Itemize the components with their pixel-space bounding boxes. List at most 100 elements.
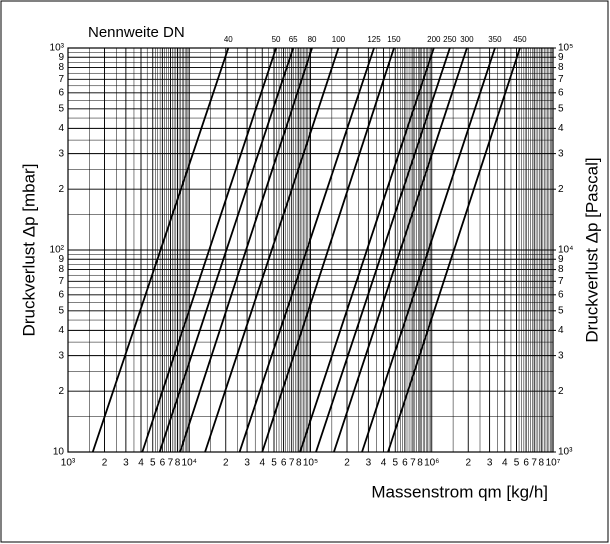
dn-label: 50 [272,35,281,44]
y-tick-label: 7 [58,276,64,287]
x-tick-label: 6 [160,458,166,469]
y-tick-label: 6 [58,87,64,98]
dn-label: 450 [513,35,527,44]
x-tick-label: 7 [289,458,295,469]
y-tick-label: 10² [50,245,65,256]
dn-line [315,47,451,453]
y-tick-label: 9 [58,52,64,63]
y-tick-label: 2 [58,386,64,397]
x-tick-label: 4 [381,458,387,469]
dn-line [387,47,521,453]
x-tick-label: 2 [102,458,108,469]
x-tick-label: 4 [502,458,508,469]
y2-tick-label: 7 [558,74,564,85]
x-tick-label: 10⁵ [303,458,318,469]
x-tick-label: 6 [402,458,408,469]
x-tick-label: 3 [487,458,493,469]
y2-tick-label: 3 [558,148,564,159]
x-tick-label: 2 [344,458,350,469]
dn-line [179,47,313,453]
dn-label: 150 [387,35,401,44]
plot-area [67,47,554,453]
y2-tick-label: 2 [558,184,564,195]
dn-line [91,47,230,453]
y-tick-label: 8 [58,62,64,73]
y2-tick-label: 5 [558,305,564,316]
y2-tick-label: 9 [558,254,564,265]
dn-label: 40 [224,35,233,44]
y2-tick-label: 10⁴ [558,245,573,256]
dn-label: 65 [289,35,298,44]
dn-line [299,47,435,453]
chart-title: Nennweite DN [88,24,185,41]
x-tick-label: 7 [410,458,416,469]
dn-line [361,47,496,453]
y-tick-label: 3 [58,148,64,159]
dn-label: 300 [460,35,474,44]
dn-label: 350 [488,35,502,44]
y2-tick-label: 9 [558,52,564,63]
dn-label: 125 [367,35,381,44]
y2-tick-label: 8 [558,264,564,275]
y2-tick-label: 4 [558,123,564,134]
x-tick-label: 8 [538,458,544,469]
x-tick-label: 6 [281,458,287,469]
y2-axis-label: Druckverlust Δp [Pascal] [582,157,601,342]
dn-line [158,47,295,453]
y2-tick-label: 10³ [558,447,573,458]
y-tick-label: 5 [58,305,64,316]
y2-tick-label: 8 [558,62,564,73]
y-tick-label: 10³ [50,43,65,54]
x-tick-label: 5 [271,458,277,469]
y-tick-label: 10 [53,447,65,458]
dn-line [238,47,375,453]
x-tick-label: 10⁴ [182,458,197,469]
y-tick-label: 7 [58,74,64,85]
x-tick-label: 8 [296,458,302,469]
y-tick-label: 6 [58,289,64,300]
y-tick-label: 4 [58,123,64,134]
x-tick-label: 2 [465,458,471,469]
y-tick-label: 8 [58,264,64,275]
y-axis-label: Druckverlust Δp [mbar] [19,164,38,337]
x-tick-label: 5 [150,458,156,469]
y-tick-label: 4 [58,325,64,336]
x-axis-label: Massenstrom qm [kg/h] [371,482,548,501]
y2-tick-label: 10⁵ [558,43,573,54]
dn-line [204,47,340,453]
y2-tick-label: 6 [558,87,564,98]
x-tick-label: 10⁷ [546,458,561,469]
dn-label: 250 [443,35,457,44]
x-tick-label: 5 [514,458,520,469]
x-tick-label: 10³ [61,458,76,469]
x-tick-label: 3 [123,458,129,469]
x-tick-label: 5 [392,458,398,469]
x-tick-label: 4 [138,458,144,469]
x-tick-label: 10⁶ [424,458,439,469]
y-tick-label: 3 [58,350,64,361]
y2-tick-label: 3 [558,350,564,361]
dn-label: 80 [308,35,317,44]
y2-tick-label: 4 [558,325,564,336]
dn-line [261,47,395,453]
x-tick-label: 8 [417,458,423,469]
dn-label: 200 [427,35,441,44]
x-tick-label: 6 [523,458,529,469]
x-tick-label: 4 [259,458,265,469]
y2-tick-label: 2 [558,386,564,397]
x-tick-label: 2 [223,458,229,469]
dn-label: 100 [332,35,346,44]
dn-line [141,47,277,453]
x-tick-label: 3 [366,458,372,469]
x-tick-label: 7 [531,458,537,469]
y-tick-label: 2 [58,184,64,195]
y2-tick-label: 6 [558,289,564,300]
x-tick-label: 3 [244,458,250,469]
dn-line [333,47,468,453]
y2-tick-label: 7 [558,276,564,287]
y-tick-label: 9 [58,254,64,265]
x-tick-label: 7 [168,458,174,469]
y2-tick-label: 5 [558,103,564,114]
